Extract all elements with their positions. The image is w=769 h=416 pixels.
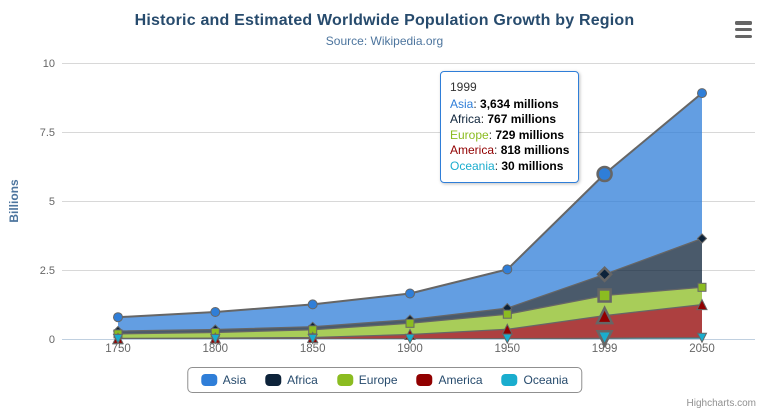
legend-item-europe[interactable]: Europe — [336, 373, 398, 387]
legend-swatch-icon — [265, 374, 282, 386]
credits-link[interactable]: Highcharts.com — [686, 398, 756, 409]
y-axis-label: 7.5 — [40, 127, 55, 139]
chart-subtitle: Source: Wikipedia.org — [325, 34, 444, 48]
marker-oceania-1950[interactable] — [501, 333, 513, 345]
marker-asia-1850[interactable] — [307, 299, 318, 310]
legend-label: Asia — [222, 373, 247, 387]
marker-asia-1900[interactable] — [405, 288, 415, 299]
marker-oceania-2050[interactable] — [696, 332, 708, 344]
legend-label: Africa — [287, 373, 318, 387]
marker-asia-1750[interactable] — [113, 312, 123, 323]
legend-swatch-icon — [336, 374, 353, 386]
marker-africa-1999[interactable] — [596, 266, 613, 283]
x-axis-label: 1750 — [105, 343, 131, 355]
y-axis-label: 10 — [43, 58, 55, 70]
x-axis-label: 1900 — [397, 343, 423, 355]
marker-europe-1950[interactable] — [502, 309, 512, 319]
legend-swatch-icon — [501, 374, 518, 386]
marker-america-1999[interactable] — [595, 305, 615, 325]
x-axis-label: 1800 — [203, 343, 229, 355]
legend-label: Oceania — [523, 373, 569, 387]
marker-oceania-1850[interactable] — [307, 333, 319, 345]
export-menu-button[interactable] — [735, 21, 752, 38]
hamburger-icon — [735, 21, 752, 25]
marker-oceania-1750[interactable] — [112, 333, 124, 345]
marker-europe-1999[interactable] — [597, 288, 612, 303]
y-axis-label: 0 — [49, 334, 55, 346]
marker-oceania-1900[interactable] — [404, 333, 416, 345]
marker-asia-2050[interactable] — [697, 88, 707, 99]
legend-label: America — [438, 373, 483, 387]
legend-swatch-icon — [200, 374, 217, 386]
area-africa — [118, 238, 702, 334]
y-axis-label: 5 — [49, 196, 55, 208]
legend: Asia Africa Europe America Oceania — [186, 367, 583, 393]
legend-item-america[interactable]: America — [416, 373, 483, 387]
legend-swatch-icon — [416, 374, 433, 386]
marker-oceania-1999[interactable] — [595, 329, 614, 348]
y-axis-label: 2.5 — [40, 265, 55, 277]
x-axis-label: 1999 — [592, 343, 618, 355]
legend-item-oceania[interactable]: Oceania — [501, 373, 569, 387]
y-axis-title: Billions — [7, 179, 21, 223]
marker-asia-1800[interactable] — [210, 307, 221, 317]
marker-europe-1900[interactable] — [405, 318, 415, 328]
marker-oceania-1800[interactable] — [209, 333, 221, 345]
legend-item-asia[interactable]: Asia — [200, 373, 247, 387]
legend-label: Europe — [358, 373, 398, 387]
legend-item-africa[interactable]: Africa — [265, 373, 318, 387]
area-america — [118, 304, 702, 339]
chart-title: Historic and Estimated Worldwide Populat… — [134, 12, 635, 29]
hamburger-icon — [735, 34, 752, 38]
hamburger-icon — [735, 27, 752, 32]
marker-africa-2050[interactable] — [696, 233, 708, 244]
marker-asia-1950[interactable] — [502, 264, 513, 275]
marker-america-2050[interactable] — [696, 298, 708, 311]
x-axis-label: 1850 — [300, 343, 326, 355]
x-axis-label: 1950 — [495, 343, 521, 355]
marker-asia-1999[interactable] — [596, 165, 613, 183]
area-asia — [118, 93, 702, 331]
marker-europe-2050[interactable] — [697, 282, 707, 292]
x-axis-label: 2050 — [689, 343, 715, 355]
